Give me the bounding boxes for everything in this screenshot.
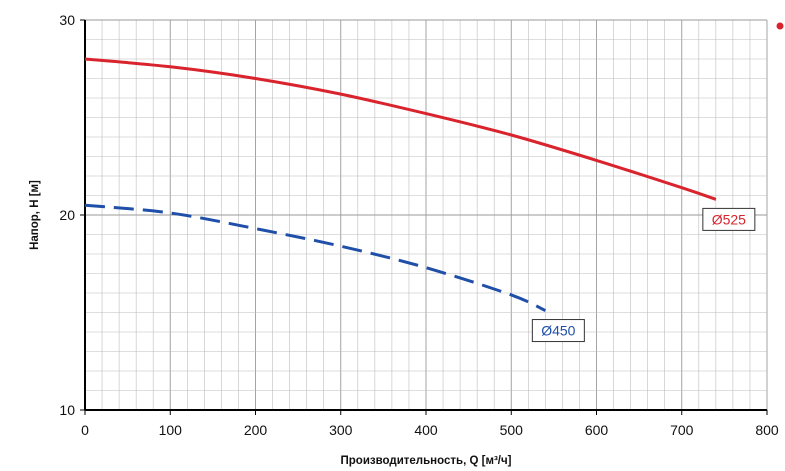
- series-line-d450: [84, 203, 547, 312]
- x-tick-label: 400: [414, 422, 438, 438]
- x-tick-label: 700: [670, 422, 694, 438]
- series-line-d525: [84, 57, 717, 201]
- series-label-box: [531, 319, 585, 343]
- grid-layer: [84, 19, 768, 411]
- series-label-box: [702, 207, 756, 231]
- x-tick-label: 500: [500, 422, 524, 438]
- x-tick-label: 600: [585, 422, 609, 438]
- x-tick-label: 800: [755, 422, 779, 438]
- x-tick-label: 300: [329, 422, 353, 438]
- x-tick-label: 0: [81, 422, 89, 438]
- legend-dot: [776, 22, 784, 30]
- series-label-text: Ø525: [712, 211, 746, 227]
- axes-layer: 0 100 200 300 400 500 600 700 800 10 20 30: [59, 12, 778, 438]
- y-axis-title: Напор, Н [м]: [29, 180, 41, 250]
- x-axis-title: Производительность, Q [м³/ч]: [341, 455, 512, 467]
- y-tick-label: 30: [59, 12, 75, 28]
- y-tick-label: 20: [59, 207, 75, 223]
- labels-layer: Ø525 Ø450: [531, 22, 784, 343]
- series-label-text: Ø450: [541, 323, 575, 339]
- series-layer: [84, 57, 717, 312]
- x-tick-label: 100: [159, 422, 183, 438]
- y-tick-label: 10: [59, 402, 75, 418]
- x-tick-label: 200: [244, 422, 268, 438]
